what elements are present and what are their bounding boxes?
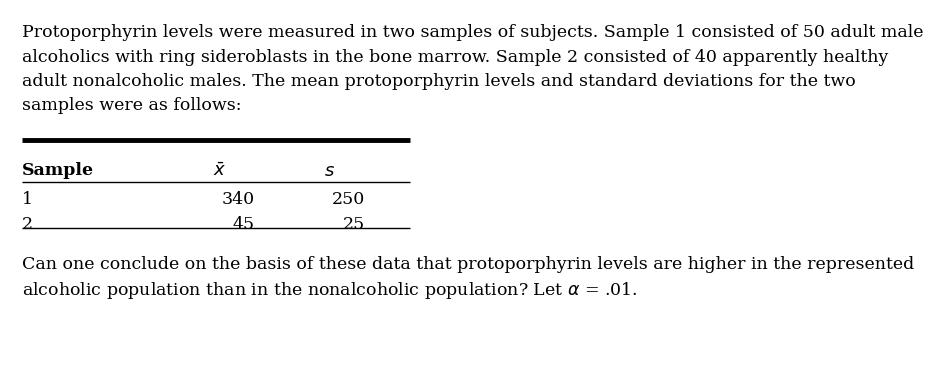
Text: 45: 45 (233, 215, 255, 232)
Text: $s$: $s$ (325, 162, 335, 180)
Text: 250: 250 (331, 191, 365, 208)
Text: alcoholics with ring sideroblasts in the bone marrow. Sample 2 consisted of 40 a: alcoholics with ring sideroblasts in the… (22, 48, 888, 66)
Text: 25: 25 (343, 215, 365, 232)
Text: $\bar{x}$: $\bar{x}$ (213, 162, 226, 180)
Text: samples were as follows:: samples were as follows: (22, 98, 241, 114)
Text: Can one conclude on the basis of these data that protoporphyrin levels are highe: Can one conclude on the basis of these d… (22, 255, 914, 273)
Text: 1: 1 (22, 191, 33, 208)
Text: adult nonalcoholic males. The mean protoporphyrin levels and standard deviations: adult nonalcoholic males. The mean proto… (22, 73, 856, 90)
Text: Sample: Sample (22, 162, 94, 179)
Text: 340: 340 (222, 191, 255, 208)
Text: Protoporphyrin levels were measured in two samples of subjects. Sample 1 consist: Protoporphyrin levels were measured in t… (22, 24, 923, 41)
Text: 2: 2 (22, 215, 33, 232)
Text: alcoholic population than in the nonalcoholic population? Let $\alpha$ = .01.: alcoholic population than in the nonalco… (22, 280, 638, 301)
